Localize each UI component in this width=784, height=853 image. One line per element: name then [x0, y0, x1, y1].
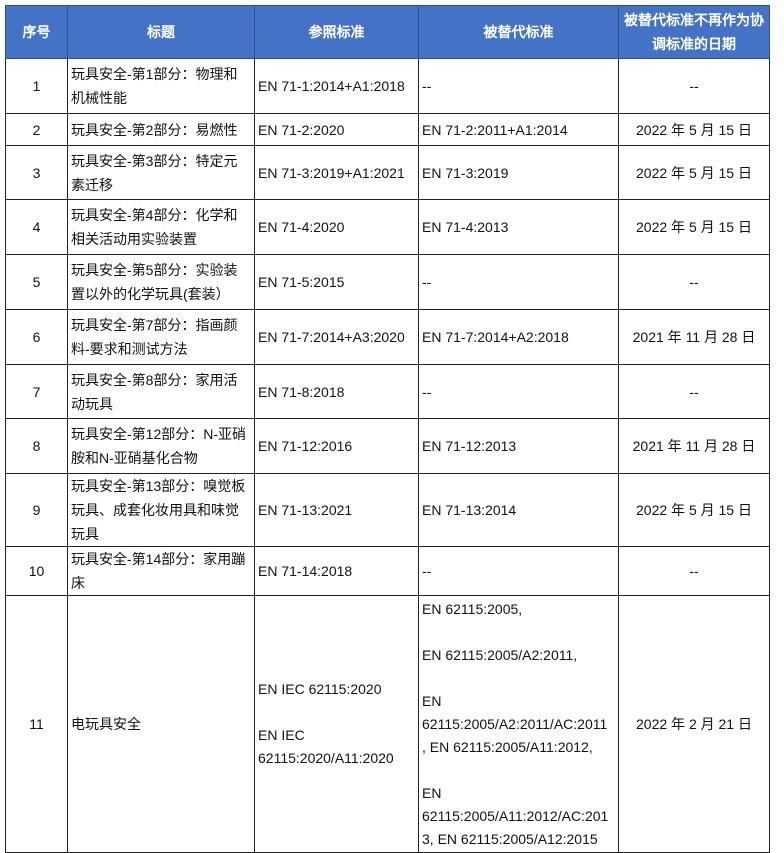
- cell-title: 玩具安全-第12部分：N-亚硝胺和N-亚硝基化合物: [67, 418, 255, 474]
- cell-superseded-standard: EN 71-12:2013: [418, 418, 619, 474]
- cell-title: 玩具安全-第3部分：特定元素迁移: [67, 145, 255, 200]
- cell-superseded-standard: --: [418, 58, 619, 114]
- cell-reference-standard: EN 71-4:2020: [254, 199, 419, 255]
- cell-number: 9: [5, 473, 68, 547]
- cell-title: 电玩具安全: [67, 595, 255, 853]
- cell-superseded-standard: --: [418, 254, 619, 310]
- table-row: 9 玩具安全-第13部分：嗅觉板玩具、成套化妆用具和味觉玩具 EN 71-13:20…: [5, 473, 770, 547]
- table-row: 1 玩具安全-第1部分：物理和机械性能 EN 71-1:2014+A1:2018 --…: [5, 58, 770, 114]
- cell-number: 2: [5, 113, 68, 146]
- cell-title: 玩具安全-第8部分：家用活动玩具: [67, 364, 255, 419]
- cell-cessation-date: --: [618, 58, 770, 114]
- header-col-reference-standard: 参照标准: [254, 5, 419, 59]
- cell-superseded-standard: EN 71-2:2011+A1:2014: [418, 113, 619, 146]
- cell-reference-standard: EN 71-2:2020: [254, 113, 419, 146]
- cell-superseded-standard: --: [418, 364, 619, 419]
- cell-reference-standard: EN 71-1:2014+A1:2018: [254, 58, 419, 114]
- cell-cessation-date: 2022 年 5 月 15 日: [618, 113, 770, 146]
- cell-number: 1: [5, 58, 68, 114]
- cell-title: 玩具安全-第2部分：易燃性: [67, 113, 255, 146]
- cell-cessation-date: 2022 年 5 月 15 日: [618, 199, 770, 255]
- cell-reference-standard: EN 71-7:2014+A3:2020: [254, 309, 419, 365]
- cell-superseded-standard: EN 71-3:2019: [418, 145, 619, 200]
- cell-title: 玩具安全-第1部分：物理和机械性能: [67, 58, 255, 114]
- cell-cessation-date: --: [618, 254, 770, 310]
- cell-cessation-date: 2022 年 5 月 15 日: [618, 473, 770, 547]
- table-row: 5 玩具安全-第5部分：实验装置以外的化学玩具(套装） EN 71-5:2015 --…: [5, 254, 770, 310]
- table-row: 11 电玩具安全 EN IEC 62115:2020 EN IEC 62115:20…: [5, 595, 770, 853]
- cell-title: 玩具安全-第13部分：嗅觉板玩具、成套化妆用具和味觉玩具: [67, 473, 255, 547]
- cell-number: 3: [5, 145, 68, 200]
- cell-reference-standard: EN 71-5:2015: [254, 254, 419, 310]
- cell-cessation-date: --: [618, 546, 770, 596]
- cell-title: 玩具安全-第5部分：实验装置以外的化学玩具(套装）: [67, 254, 255, 310]
- cell-superseded-standard: EN 71-4:2013: [418, 199, 619, 255]
- cell-superseded-standard: EN 71-13:2014: [418, 473, 619, 547]
- cell-cessation-date: 2021 年 11 月 28 日: [618, 309, 770, 365]
- cell-number: 6: [5, 309, 68, 365]
- cell-cessation-date: 2022 年 2 月 21 日: [618, 595, 770, 853]
- cell-number: 5: [5, 254, 68, 310]
- cell-title: 玩具安全-第14部分：家用蹦床: [67, 546, 255, 596]
- cell-reference-standard: EN 71-13:2021: [254, 473, 419, 547]
- table-row: 4 玩具安全-第4部分：化学和相关活动用实验装置 EN 71-4:2020 EN 71…: [5, 199, 770, 255]
- header-col-superseded-standard: 被替代标准: [418, 5, 619, 59]
- cell-title: 玩具安全-第7部分：指画颜料-要求和测试方法: [67, 309, 255, 365]
- cell-number: 7: [5, 364, 68, 419]
- table-row: 3 玩具安全-第3部分：特定元素迁移 EN 71-3:2019+A1:2021 EN …: [5, 145, 770, 200]
- cell-superseded-standard: EN 71-7:2014+A2:2018: [418, 309, 619, 365]
- cell-title: 玩具安全-第4部分：化学和相关活动用实验装置: [67, 199, 255, 255]
- table-row: 7 玩具安全-第8部分：家用活动玩具 EN 71-8:2018 -- --: [5, 364, 770, 419]
- cell-cessation-date: --: [618, 364, 770, 419]
- cell-number: 4: [5, 199, 68, 255]
- cell-number: 10: [5, 546, 68, 596]
- header-col-number: 序号: [5, 5, 68, 59]
- table-row: 2 玩具安全-第2部分：易燃性 EN 71-2:2020 EN 71-2:2011+A…: [5, 113, 770, 146]
- cell-number: 11: [5, 595, 68, 853]
- cell-cessation-date: 2022 年 5 月 15 日: [618, 145, 770, 200]
- cell-superseded-standard: --: [418, 546, 619, 596]
- cell-superseded-standard: EN 62115:2005, EN 62115:2005/A2:2011, EN…: [418, 595, 619, 853]
- header-col-title: 标题: [67, 5, 255, 59]
- table-row: 8 玩具安全-第12部分：N-亚硝胺和N-亚硝基化合物 EN 71-12:2016 E…: [5, 418, 770, 474]
- standards-table: 序号 标题 参照标准 被替代标准 被替代标准不再作为协调标准的日期 1 玩具安全-第1部分…: [5, 5, 770, 853]
- header-row: 序号 标题 参照标准 被替代标准 被替代标准不再作为协调标准的日期: [5, 5, 770, 59]
- cell-cessation-date: 2021 年 11 月 28 日: [618, 418, 770, 474]
- cell-reference-standard: EN 71-3:2019+A1:2021: [254, 145, 419, 200]
- cell-number: 8: [5, 418, 68, 474]
- cell-reference-standard: EN 71-8:2018: [254, 364, 419, 419]
- cell-reference-standard: EN 71-14:2018: [254, 546, 419, 596]
- table-row: 10 玩具安全-第14部分：家用蹦床 EN 71-14:2018 -- --: [5, 546, 770, 596]
- cell-reference-standard: EN 71-12:2016: [254, 418, 419, 474]
- header-col-cessation-date: 被替代标准不再作为协调标准的日期: [618, 5, 770, 59]
- table-row: 6 玩具安全-第7部分：指画颜料-要求和测试方法 EN 71-7:2014+A3:2…: [5, 309, 770, 365]
- cell-reference-standard: EN IEC 62115:2020 EN IEC 62115:2020/A11:…: [254, 595, 419, 853]
